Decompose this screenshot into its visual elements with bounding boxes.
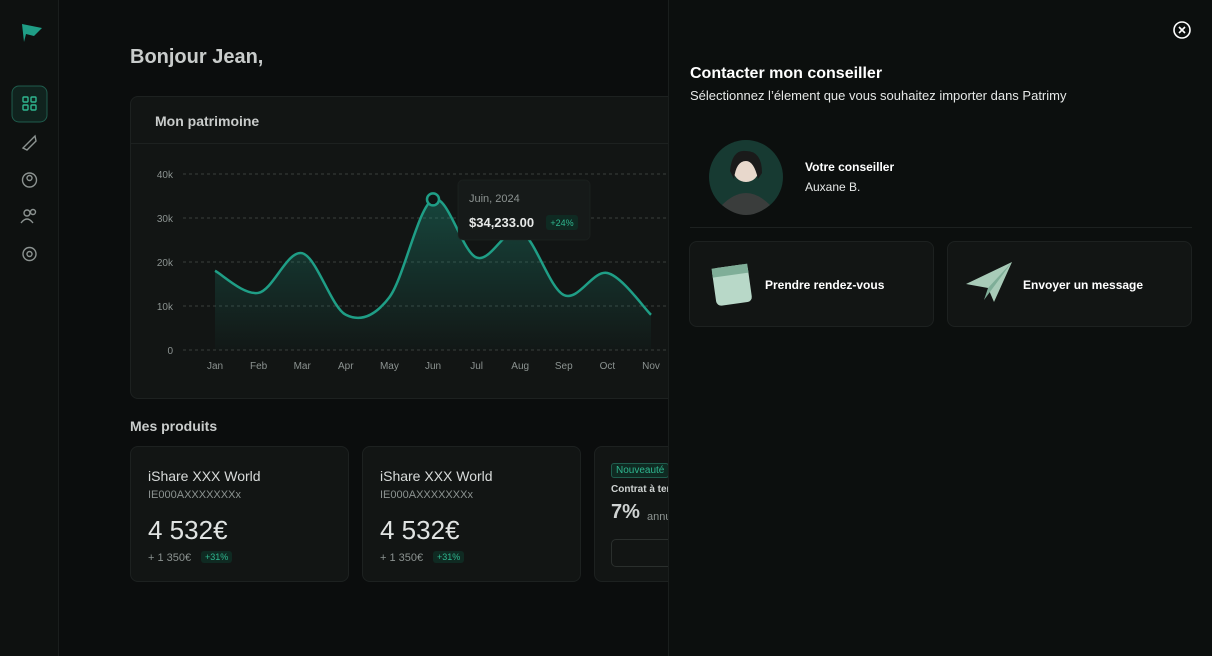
tooltip-date: Juin, 2024 (469, 193, 520, 205)
divider (690, 227, 1192, 228)
product-amount: 4 532€ (148, 515, 228, 545)
tooltip-value: $34,233.00 (469, 215, 534, 230)
close-button[interactable] (1172, 20, 1192, 40)
product-change: +31% (201, 551, 233, 563)
product-name: iShare XXX World (380, 468, 493, 484)
promo-rate: 7% (611, 501, 640, 523)
products-title: Mes produits (130, 418, 218, 434)
x-tick-label: Nov (642, 361, 660, 372)
y-tick-label: 0 (167, 346, 173, 357)
tooltip-pill (546, 215, 578, 230)
tooltip-change: +24% (550, 218, 573, 228)
y-tick-label: 10k (157, 302, 174, 313)
y-tick-label: 40k (157, 170, 174, 181)
x-tick-label: May (380, 361, 399, 372)
product-name: iShare XXX World (148, 468, 261, 484)
action-label: Envoyer un message (1023, 278, 1144, 292)
greeting: Bonjour Jean, (130, 46, 264, 68)
x-tick-label: Feb (250, 361, 268, 372)
area (215, 198, 651, 350)
logo[interactable] (22, 24, 42, 42)
product-change: +31% (433, 551, 465, 563)
x-tick-label: Sep (555, 361, 573, 372)
action-message[interactable]: Envoyer un message (947, 241, 1192, 327)
promo-note: annu (647, 511, 672, 523)
x-tick-label: Jun (425, 361, 441, 372)
chart-title: Mon patrimoine (155, 113, 260, 129)
x-tick-label: Aug (511, 361, 529, 372)
product-card[interactable]: iShare XXX World IE000AXXXXXXXx 4 532€ + 1 … (130, 446, 349, 582)
drawer-title: Contacter mon conseiller (690, 65, 883, 82)
sidebar-icons (11, 24, 48, 262)
divider (131, 143, 731, 144)
y-tick-label: 20k (157, 258, 174, 269)
action-appointment[interactable]: Prendre rendez-vous (689, 241, 934, 327)
product-gain: + 1 350€ (148, 552, 192, 564)
product-card[interactable]: iShare XXX World IE000AXXXXXXXx 4 532€ + 1 … (362, 446, 581, 582)
x-tick-label: Jan (207, 361, 223, 372)
product-gain: + 1 350€ (380, 552, 424, 564)
x-tick-label: Apr (338, 361, 354, 372)
calendar-icon (711, 263, 752, 306)
badge: Nouveauté (611, 463, 670, 478)
nav-rocket[interactable] (21, 134, 37, 151)
product-amount: 4 532€ (380, 515, 460, 545)
tooltip (457, 179, 591, 241)
product-isin: IE000AXXXXXXXx (148, 489, 241, 501)
nav-dashboard[interactable] (11, 85, 48, 123)
x-tick-label: Mar (294, 361, 312, 372)
action-label: Prendre rendez-vous (765, 278, 885, 292)
drawer-subtitle: Sélectionnez l’élement que vous souhaite… (690, 88, 1067, 103)
y-tick-label: 30k (157, 214, 174, 225)
nav-profile[interactable] (21, 172, 38, 188)
advisor-avatar (709, 140, 783, 215)
chart: 0 10k 20k 30k 40k Jan Feb Mar Apr May Jun Jul Aug Sep… (157, 170, 668, 372)
sidebar (0, 0, 59, 656)
advisor-role: Votre conseiller (805, 160, 895, 174)
advisor-name: Auxane B. (805, 180, 861, 194)
highlight-point (425, 192, 441, 207)
x-tick-label: Oct (600, 361, 616, 372)
plane-icon (966, 262, 1012, 302)
promo-name: Contrat à ter (611, 484, 671, 495)
drawer: Contacter mon conseiller Sélectionnez l’… (668, 0, 1212, 656)
product-isin: IE000AXXXXXXXx (380, 489, 473, 501)
x-tick-label: Jul (470, 361, 483, 372)
nav-settings[interactable] (22, 246, 37, 262)
